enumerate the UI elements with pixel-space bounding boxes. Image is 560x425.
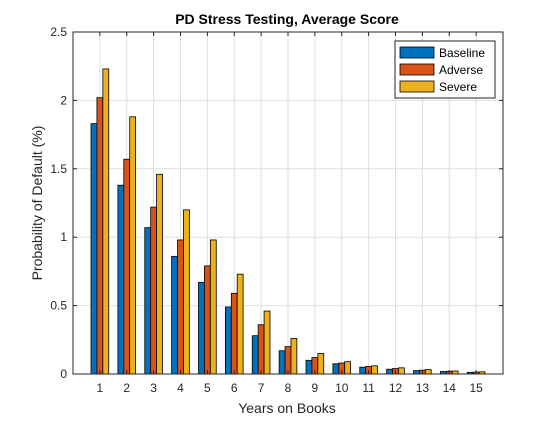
x-tick-label: 3 — [150, 381, 157, 395]
x-tick-label: 11 — [362, 381, 375, 395]
bar-adverse-3 — [150, 206, 157, 375]
y-tick-label: 2.5 — [50, 25, 67, 39]
legend-label-severe: Severe — [439, 80, 477, 94]
x-axis-label: Years on Books — [238, 400, 336, 416]
bar-baseline-4 — [171, 255, 178, 375]
legend-label-baseline: Baseline — [439, 46, 485, 60]
x-tick-label: 5 — [204, 381, 211, 395]
legend-swatch-adverse — [399, 63, 435, 76]
x-tick-label: 6 — [231, 381, 238, 395]
bar-severe-7 — [263, 310, 271, 375]
bar-baseline-6 — [224, 306, 232, 375]
y-tick-label: 1.5 — [50, 162, 67, 176]
legend-label-adverse: Adverse — [439, 63, 483, 77]
y-tick-label: 1 — [60, 230, 67, 244]
x-tick-label: 15 — [469, 381, 483, 395]
bar-baseline-10 — [332, 363, 340, 375]
bar-severe-9 — [317, 353, 325, 375]
axes-layer: 00.511.522.51 2 3 4 5 6 7 8 9 10 11 12 13 14 15 — [50, 25, 504, 395]
y-tick-label: 2 — [60, 93, 67, 107]
x-tick-label: 1 — [97, 381, 104, 395]
bar-adverse-4 — [177, 239, 184, 375]
bar-baseline-9 — [305, 359, 313, 375]
bar-adverse-1 — [96, 97, 104, 375]
bar-adverse-2 — [123, 158, 131, 375]
bar-severe-5 — [209, 239, 217, 375]
bar-adverse-8 — [284, 346, 292, 375]
bar-baseline-5 — [198, 281, 205, 375]
bar-baseline-7 — [251, 335, 259, 375]
legend-swatch-severe — [399, 80, 435, 93]
bar-severe-11 — [371, 365, 378, 375]
chart-title: PD Stress Testing, Average Score — [175, 11, 399, 27]
legend: Baseline Adverse Severe — [394, 40, 496, 99]
bar-baseline-2 — [117, 184, 125, 375]
bar-baseline-3 — [144, 227, 152, 375]
bar-severe-3 — [156, 173, 163, 375]
bar-severe-2 — [129, 116, 137, 375]
y-axis-label: Probability of Default (%) — [29, 126, 45, 281]
x-tick-label: 7 — [258, 381, 265, 395]
bar-baseline-8 — [278, 350, 286, 375]
x-tick-label: 9 — [312, 381, 319, 395]
x-tick-label: 4 — [177, 381, 184, 395]
y-tick-label: 0.5 — [50, 299, 67, 313]
x-tick-label: 8 — [285, 381, 292, 395]
bar-baseline-1 — [90, 123, 98, 375]
x-tick-label: 2 — [123, 381, 130, 395]
bar-severe-6 — [236, 273, 244, 375]
bar-severe-10 — [344, 361, 352, 375]
bar-adverse-7 — [257, 324, 265, 375]
bar-adverse-6 — [230, 292, 238, 375]
legend-swatch-baseline — [399, 46, 435, 59]
bar-baseline-12 — [386, 368, 393, 375]
x-tick-label: 12 — [389, 381, 403, 395]
x-tick-label: 13 — [416, 381, 430, 395]
bars-layer — [90, 68, 486, 375]
x-tick-label: 14 — [443, 381, 457, 395]
bar-adverse-5 — [204, 265, 211, 375]
bar-severe-8 — [290, 338, 298, 375]
axes-box — [72, 31, 504, 375]
bar-baseline-13 — [413, 370, 420, 375]
bar-severe-13 — [424, 369, 432, 375]
bar-severe-1 — [102, 68, 110, 375]
bar-severe-12 — [398, 367, 405, 375]
x-tick-label: 10 — [335, 381, 349, 395]
bar-baseline-11 — [359, 366, 367, 375]
bar-severe-4 — [183, 209, 190, 375]
y-tick-label: 0 — [60, 367, 67, 381]
